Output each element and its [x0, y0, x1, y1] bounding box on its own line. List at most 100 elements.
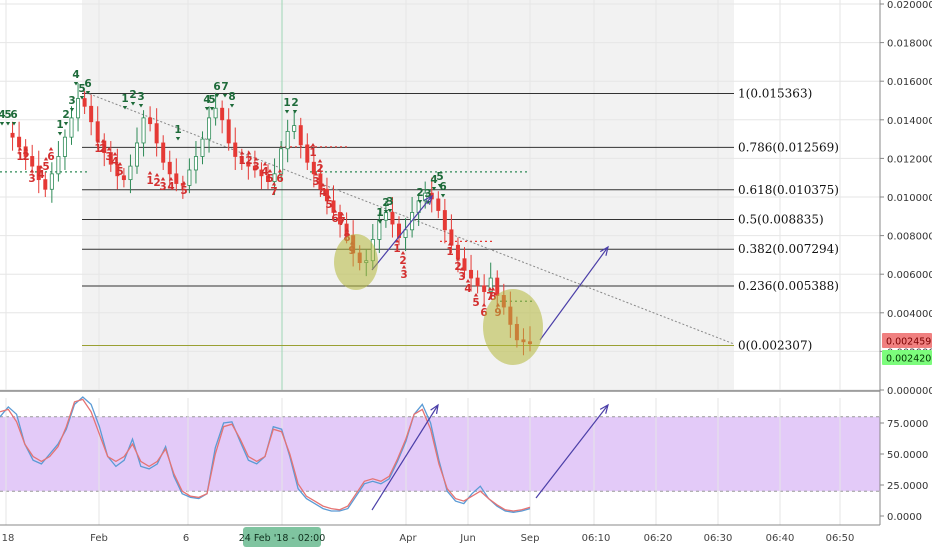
- td-triangle-icon: [112, 152, 118, 156]
- candle-body: [436, 198, 441, 211]
- td-count-label: 4: [0, 109, 6, 121]
- highlight-ellipse: [334, 234, 378, 290]
- td-triangle-icon: [11, 122, 17, 126]
- td-triangle-icon: [377, 220, 383, 224]
- td-count-label: 1: [393, 243, 400, 255]
- candle-body: [36, 165, 41, 181]
- candle-body: [226, 119, 231, 144]
- td-count-label: 2: [99, 143, 106, 155]
- td-triangle-icon: [106, 147, 112, 151]
- td-triangle-icon: [313, 172, 319, 176]
- candle-body: [390, 212, 395, 225]
- fib-level-label: 0.786(0.012569): [738, 140, 839, 154]
- trend-arrow: [371, 404, 439, 511]
- td-count-label: 4: [203, 94, 210, 106]
- td-count-label: 5: [78, 83, 85, 95]
- td-triangle-icon: [138, 104, 144, 108]
- x-tick-label: 06:20: [644, 533, 673, 544]
- td-triangle-icon: [401, 265, 407, 269]
- candle-body: [95, 121, 100, 142]
- y-tick-label: 50.0000: [887, 450, 928, 461]
- candle-body: [423, 192, 428, 202]
- candle-body: [488, 277, 493, 292]
- td-triangle-icon: [117, 162, 123, 166]
- td-count-label: 3: [386, 196, 393, 208]
- td-count-label: 2: [316, 163, 323, 175]
- td-triangle-icon: [79, 96, 85, 100]
- y-tick-label: 0.016000: [887, 77, 932, 88]
- stochastic-layer: [0, 396, 531, 513]
- candle-body: [442, 210, 447, 231]
- candle-body: [141, 117, 146, 144]
- fib-level-label: 0.236(0.005388): [738, 279, 839, 293]
- td-count-label: 1: [121, 93, 128, 105]
- candle-body: [285, 130, 290, 150]
- candle-body: [298, 125, 303, 146]
- candle-body: [220, 107, 225, 121]
- td-count-label: 6: [10, 109, 17, 121]
- td-triangle-icon: [43, 157, 49, 161]
- td-triangle-icon: [437, 184, 443, 188]
- td-triangle-icon: [130, 102, 136, 106]
- td-count-label: 2: [153, 177, 160, 189]
- td-count-label: 3: [28, 173, 35, 185]
- candle-body: [161, 142, 166, 163]
- candle-body: [279, 148, 284, 175]
- candle-body: [62, 136, 67, 157]
- x-tick-label: 06:30: [704, 533, 733, 544]
- td-count-label: 5: [266, 173, 273, 185]
- y-tick-label: 0.004000: [887, 309, 932, 320]
- candle-body: [56, 156, 61, 175]
- x-tick-label: 6: [183, 533, 189, 544]
- cursor-date-label: 24 Feb '18 - 02:00: [239, 533, 326, 544]
- td-triangle-icon: [387, 209, 393, 213]
- td-triangle-icon: [431, 187, 437, 191]
- candle-body: [469, 269, 474, 279]
- td-triangle-icon: [147, 171, 153, 175]
- td-triangle-icon: [229, 104, 235, 108]
- y-tick-label: 0.020000: [887, 0, 932, 11]
- price-badge: [882, 350, 932, 365]
- candle-body: [338, 212, 343, 225]
- td-triangle-icon: [465, 279, 471, 283]
- fib-retracement-layer: 1(0.015363) 0.786(0.012569) 0.618(0.010375…: [0, 86, 839, 352]
- td-count-label: 1: [238, 155, 245, 167]
- candle-body: [115, 163, 120, 177]
- candle-body: [69, 117, 74, 138]
- td-triangle-icon: [57, 132, 63, 136]
- candle-body: [233, 142, 238, 157]
- candle-body: [272, 173, 277, 182]
- td-count-label: 1: [16, 151, 23, 163]
- td-count-label: 2: [291, 97, 298, 109]
- candle-body: [259, 169, 264, 177]
- td-triangle-icon: [253, 157, 259, 161]
- candle-body: [193, 156, 198, 171]
- candle-body: [187, 169, 192, 186]
- price-badge-label: 0.002420: [886, 354, 931, 365]
- td-count-label: 4: [37, 169, 44, 181]
- td-triangle-icon: [0, 122, 5, 126]
- candle-body: [89, 105, 94, 123]
- candle-body: [49, 173, 54, 190]
- td-count-label: 8: [228, 91, 235, 103]
- y-tick-label: 25.0000: [887, 481, 928, 492]
- td-triangle-icon: [292, 110, 298, 114]
- td-triangle-icon: [160, 177, 166, 181]
- candle-body: [128, 165, 133, 181]
- candle-body: [462, 258, 467, 271]
- td-triangle-icon: [271, 182, 277, 186]
- td-triangle-icon: [38, 165, 44, 169]
- arrow-head-icon: [430, 403, 439, 414]
- td-triangle-icon: [262, 162, 268, 166]
- td-count-label: 7: [270, 186, 277, 198]
- td-triangle-icon: [473, 293, 479, 297]
- td-count-label: 6: [213, 81, 220, 93]
- y-tick-label: 0.008000: [887, 232, 932, 243]
- td-triangle-icon: [400, 251, 406, 255]
- grid-layer: [0, 0, 880, 525]
- td-count-label: 4: [261, 166, 268, 178]
- candle-body: [134, 142, 139, 167]
- td-count-label: 7: [486, 291, 493, 303]
- td-count-label: 3: [159, 181, 166, 193]
- candle-body: [311, 161, 316, 175]
